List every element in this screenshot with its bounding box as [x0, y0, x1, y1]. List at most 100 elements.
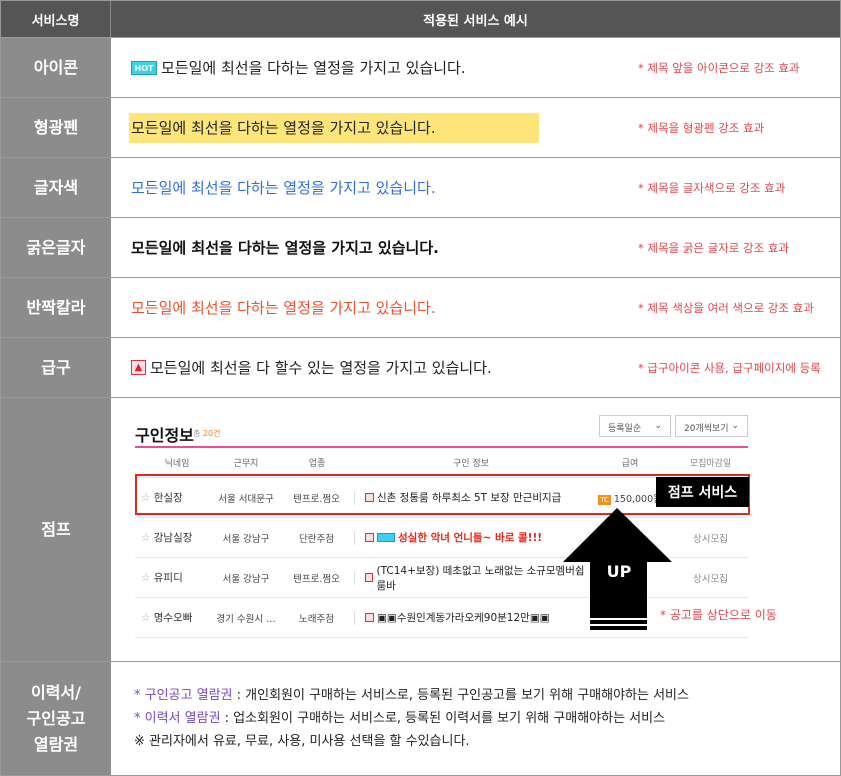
hot-icon — [377, 533, 395, 542]
row-label: 글자색 — [1, 158, 111, 217]
row-icon: 아이콘 HOT 모든일에 최선을 다하는 열정을 가지고 있습니다. * 제목 앞… — [1, 37, 840, 97]
location: 서울 강남구 — [222, 533, 270, 545]
line-text: : 개인회원이 구매하는 서비스로, 등록된 구인공고를 보기 위해 구매해야하… — [232, 688, 689, 703]
chevron-down-icon: ⌄ — [731, 421, 739, 431]
per-page-select-value: 20개씩보기 — [684, 424, 729, 434]
star-icon[interactable]: ☆ — [141, 612, 151, 624]
row-note: * 제목을 굵은 글자로 강조 효과 — [638, 240, 789, 255]
line-text: : 업소회원이 구매하는 서비스로, 등록된 이력서를 보기 위해 구매해야하는… — [220, 711, 666, 726]
example-text: 모든일에 최선을 다하는 열정을 가지고 있습니다. — [161, 59, 466, 77]
example-text: 모든일에 최선을 다하는 열정을 가지고 있습니다. — [131, 239, 439, 257]
divider — [135, 446, 748, 448]
board-title: 구인정보 — [135, 426, 194, 445]
row-label: 형광펜 — [1, 98, 111, 157]
sort-select-value: 등록일순 — [608, 424, 642, 434]
pay-badge: TC — [598, 494, 611, 505]
col-nick: 닉네임 — [164, 459, 190, 469]
listing-row[interactable]: ☆ 한실장 서울 서대문구 텐프로.쩜오 신촌 정통룸 하루최소 5T 보장 만… — [135, 478, 748, 518]
category: 텐프로.쩜오 — [279, 490, 355, 505]
category: 노래주점 — [279, 610, 355, 625]
nick: 강남실장 — [153, 532, 193, 544]
row-highlighter: 형광펜 모든일에 최선을 다하는 열정을 가지고 있습니다. * 제목을 형광펜… — [1, 97, 840, 157]
siren-icon — [365, 613, 374, 622]
info-cell[interactable]: 성실한 악녀 언니들~ 바로 콜!!! — [355, 530, 587, 545]
info-cell[interactable]: (TC14+보장) 떼초없고 노래없는 소규모멤버쉽룸바 — [355, 563, 587, 593]
location: 경기 수원시 … — [216, 613, 276, 625]
row-urgent: 급구 ▲ 모든일에 최선을 다 할수 있는 열정을 가지고 있습니다. * 급구아… — [1, 337, 840, 397]
location: 서울 서대문구 — [218, 493, 274, 505]
line-resume-pass: * 이력서 열람권 : 업소회원이 구매하는 서비스로, 등록된 이력서를 보기… — [134, 707, 689, 730]
line-key: * 구인공고 열람권 — [134, 688, 233, 703]
listing-row[interactable]: ☆ 강남실장 서울 강남구 단란주점 성실한 악녀 언니들~ 바로 콜!!! 상… — [135, 518, 748, 558]
chevron-down-icon: ⌄ — [654, 421, 662, 431]
jump-highlight-box — [135, 474, 750, 515]
example-text: 모든일에 최선을 다하는 열정을 가지고 있습니다. — [131, 179, 436, 197]
siren-icon — [365, 493, 374, 502]
pay: 150,000원 — [613, 493, 662, 505]
siren-icon — [365, 533, 374, 542]
category: 텐프로.쩜오 — [279, 570, 355, 585]
example-text: 모든일에 최선을 다하는 열정을 가지고 있습니다. — [131, 299, 436, 317]
row-note: * 제목 색상을 여러 색으로 강조 효과 — [638, 300, 814, 315]
row-sparkle-color: 반짝칼라 모든일에 최선을 다하는 열정을 가지고 있습니다. * 제목 색상을… — [1, 277, 840, 337]
row-label: 급구 — [1, 338, 111, 397]
row-label: 점프 — [1, 398, 111, 661]
table-header: 서비스명 적용된 서비스 예시 — [1, 1, 840, 37]
board-header: 닉네임 근무지 업종 구인 정보 급여 모집마감일 — [135, 448, 748, 478]
listing-title: 성실한 악녀 언니들~ 바로 콜!!! — [398, 532, 543, 544]
count-value: 20건 — [202, 429, 221, 438]
up-label: UP — [606, 562, 632, 581]
count-prefix: 총 — [193, 429, 201, 438]
row-label: 반짝칼라 — [1, 278, 111, 337]
board-count: 총 20건 — [193, 428, 220, 439]
col-deadline: 모집마감일 — [689, 459, 732, 469]
star-icon[interactable]: ☆ — [141, 492, 151, 504]
star-icon[interactable]: ☆ — [141, 572, 151, 584]
view-pass-lines: * 구인공고 열람권 : 개인회원이 구매하는 서비스로, 등록된 구인공고를 … — [134, 684, 689, 753]
line-job-pass: * 구인공고 열람권 : 개인회원이 구매하는 서비스로, 등록된 구인공고를 … — [134, 684, 689, 707]
info-cell[interactable]: ▣▣수원인계동가라오케90분12만▣▣ — [355, 610, 587, 625]
line-admin-note: ※ 관리자에서 유료, 무료, 사용, 미사용 선택을 할 수있습니다. — [134, 730, 689, 753]
nick: 명수오빠 — [153, 612, 193, 624]
nick-cell: ☆ 강남실장 — [135, 530, 213, 545]
row-label: 아이콘 — [1, 38, 111, 97]
listing-row[interactable]: ☆ 명수오빠 경기 수원시 … 노래주점 ▣▣수원인계동가라오케90분12만▣▣ — [135, 598, 748, 638]
nick-cell: ☆ 명수오빠 — [135, 610, 213, 625]
nick-cell: ☆ 한실장 — [135, 490, 213, 505]
per-page-select[interactable]: 20개씩보기 ⌄ — [675, 415, 748, 437]
listing-row[interactable]: ☆ 유피디 서울 강남구 텐프로.쩜오 (TC14+보장) 떼초없고 노래없는 … — [135, 558, 748, 598]
row-bold: 굵은글자 모든일에 최선을 다하는 열정을 가지고 있습니다. * 제목을 굵은… — [1, 217, 840, 277]
row-note: * 제목 앞을 아이콘으로 강조 효과 — [638, 60, 800, 75]
listing-title: (TC14+보장) 떼초없고 노래없는 소규모멤버쉽룸바 — [376, 564, 585, 592]
star-icon[interactable]: ☆ — [141, 532, 151, 544]
info-cell[interactable]: 신촌 정통룸 하루최소 5T 보장 만근비지급 — [355, 490, 587, 505]
siren-icon — [365, 573, 374, 582]
row-label: 굵은글자 — [1, 218, 111, 277]
example-text: 모든일에 최선을 다 할수 있는 열정을 가지고 있습니다. — [150, 359, 492, 377]
siren-icon: ▲ — [131, 360, 146, 375]
row-note: * 제목을 글자색으로 강조 효과 — [638, 180, 786, 195]
header-service-name: 서비스명 — [1, 1, 111, 37]
row-view-pass: 이력서/ 구인공고 열람권 — [1, 661, 840, 775]
row-jump: 점프 — [1, 397, 840, 661]
row-label: 이력서/ 구인공고 열람권 — [1, 662, 111, 775]
category: 단란주점 — [279, 530, 355, 545]
line-key: * 이력서 열람권 — [134, 711, 221, 726]
line-text: ※ 관리자에서 유료, 무료, 사용, 미사용 선택을 할 수있습니다. — [134, 734, 470, 749]
hot-icon: HOT — [131, 60, 157, 75]
nick: 유피디 — [153, 572, 183, 584]
nick-cell: ☆ 유피디 — [135, 570, 213, 585]
jump-note: * 공고를 상단으로 이동 — [660, 608, 777, 622]
example-text: 모든일에 최선을 다하는 열정을 가지고 있습니다. — [129, 112, 539, 143]
col-category: 업종 — [308, 459, 326, 469]
row-font-color: 글자색 모든일에 최선을 다하는 열정을 가지고 있습니다. * 제목을 글자색… — [1, 157, 840, 217]
up-arrow-icon — [563, 508, 672, 630]
row-note: * 제목을 형광펜 강조 효과 — [638, 120, 765, 135]
jump-service-badge: 점프 서비스 — [656, 477, 749, 507]
nick: 한실장 — [153, 492, 183, 504]
sort-select[interactable]: 등록일순 ⌄ — [599, 415, 671, 437]
row-note: * 급구아이콘 사용, 급구페이지에 등록 — [638, 360, 821, 375]
header-example: 적용된 서비스 예시 — [423, 13, 528, 29]
listing-title: 신촌 정통룸 하루최소 5T 보장 만근비지급 — [377, 492, 562, 504]
